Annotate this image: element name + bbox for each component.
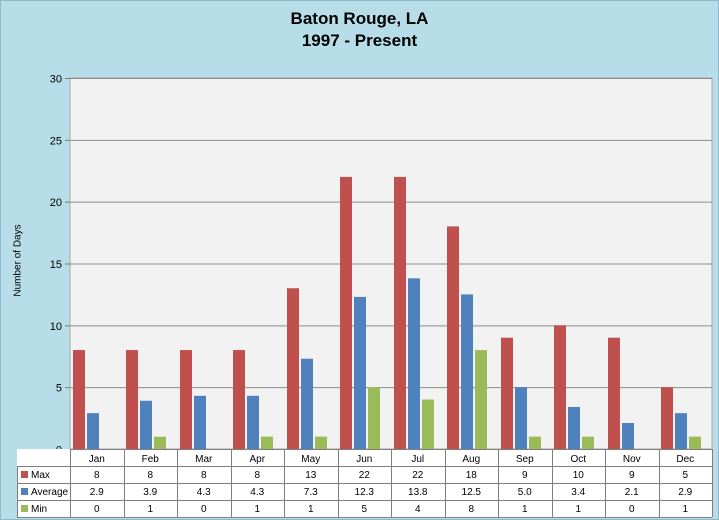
bar-average-sep [515,387,527,449]
y-tick-label: 25 [50,135,62,147]
bar-min-oct [582,436,594,449]
bar-min-feb [154,436,166,449]
data-label: 22 [359,470,371,481]
chart-title: Baton Rouge, LA [290,9,429,28]
data-label: 8 [94,470,100,481]
x-tick-label: Apr [249,454,265,465]
bar-average-aug [461,294,473,449]
bar-average-oct [568,406,580,449]
data-label: 22 [412,470,424,481]
legend-label-max: Max [31,470,50,481]
data-label: 3.9 [143,487,157,498]
data-label: 8 [254,470,260,481]
bar-average-may [301,358,313,449]
bar-max-dec [661,387,673,449]
bar-min-apr [261,436,273,449]
bar-max-apr [233,350,245,449]
data-label: 0 [201,504,207,515]
bar-average-dec [675,413,687,449]
legend-label-min: Min [31,504,47,515]
x-tick-label: Mar [195,454,213,465]
x-tick-label: Jun [356,454,372,465]
data-label: 18 [466,470,478,481]
data-label: 2.9 [678,487,692,498]
data-label: 0 [94,504,100,515]
bar-average-jul [408,278,420,449]
bar-max-oct [554,325,566,449]
data-label: 8 [468,504,474,515]
data-label: 2.9 [90,487,104,498]
data-label: 13 [305,470,317,481]
x-tick-label: Jul [411,454,424,465]
x-tick-label: Jan [89,454,105,465]
x-tick-label: Sep [516,454,534,465]
data-label: 12.5 [462,487,482,498]
bar-average-mar [194,395,206,449]
data-label: 10 [573,470,585,481]
bar-max-sep [501,337,513,449]
bar-min-jun [368,387,380,449]
data-label: 1 [682,504,688,515]
data-label: 12.3 [355,487,375,498]
bar-min-sep [529,436,541,449]
y-tick-label: 10 [50,321,62,333]
y-tick-label: 5 [56,383,62,395]
bar-min-may [315,436,327,449]
data-label: 3.4 [571,487,585,498]
x-tick-label: Dec [676,454,694,465]
chart-subtitle: 1997 - Present [301,31,418,50]
data-label: 13.8 [408,487,428,498]
data-label: 9 [629,470,635,481]
bar-max-aug [447,226,459,449]
data-label: 0 [629,504,635,515]
data-label: 9 [522,470,528,481]
data-label: 8 [147,470,153,481]
data-label: 5 [361,504,367,515]
x-tick-label: May [301,454,320,465]
data-label: 8 [201,470,207,481]
bar-average-jan [87,413,99,449]
data-label: 4 [415,504,421,515]
data-label: 1 [147,504,153,515]
legend-key-max [21,471,28,478]
data-label: 5.0 [518,487,532,498]
bar-min-dec [689,436,701,449]
x-tick-label: Feb [142,454,160,465]
legend-label-average: Average [31,487,69,498]
data-label: 1 [308,504,314,515]
bar-max-nov [608,337,620,449]
x-tick-label: Oct [570,454,586,465]
y-tick-label: 15 [50,259,62,271]
bar-max-jul [394,176,406,449]
bar-max-mar [180,350,192,449]
data-label: 1 [575,504,581,515]
y-tick-label: 30 [50,74,62,86]
bar-average-nov [622,423,634,449]
bar-max-jan [73,350,85,449]
data-label: 4.3 [197,487,211,498]
x-tick-label: Aug [462,454,480,465]
data-label: 2.1 [625,487,639,498]
bar-max-may [287,288,299,449]
x-tick-label: Nov [623,454,641,465]
bar-average-jun [354,296,366,449]
data-label: 5 [682,470,688,481]
legend-key-average [21,488,28,495]
data-label: 4.3 [250,487,264,498]
bar-min-jul [422,399,434,449]
bar-min-aug [475,350,487,449]
legend-key-min [21,505,28,512]
data-label: 1 [254,504,260,515]
bar-average-feb [140,400,152,449]
y-tick-label: 20 [50,197,62,209]
bar-max-jun [340,176,352,449]
bar-max-feb [126,350,138,449]
chart-title-block: Baton Rouge, LA 1997 - Present [0,8,719,52]
bar-average-apr [247,395,259,449]
data-label: 7.3 [304,487,318,498]
data-label: 1 [522,504,528,515]
